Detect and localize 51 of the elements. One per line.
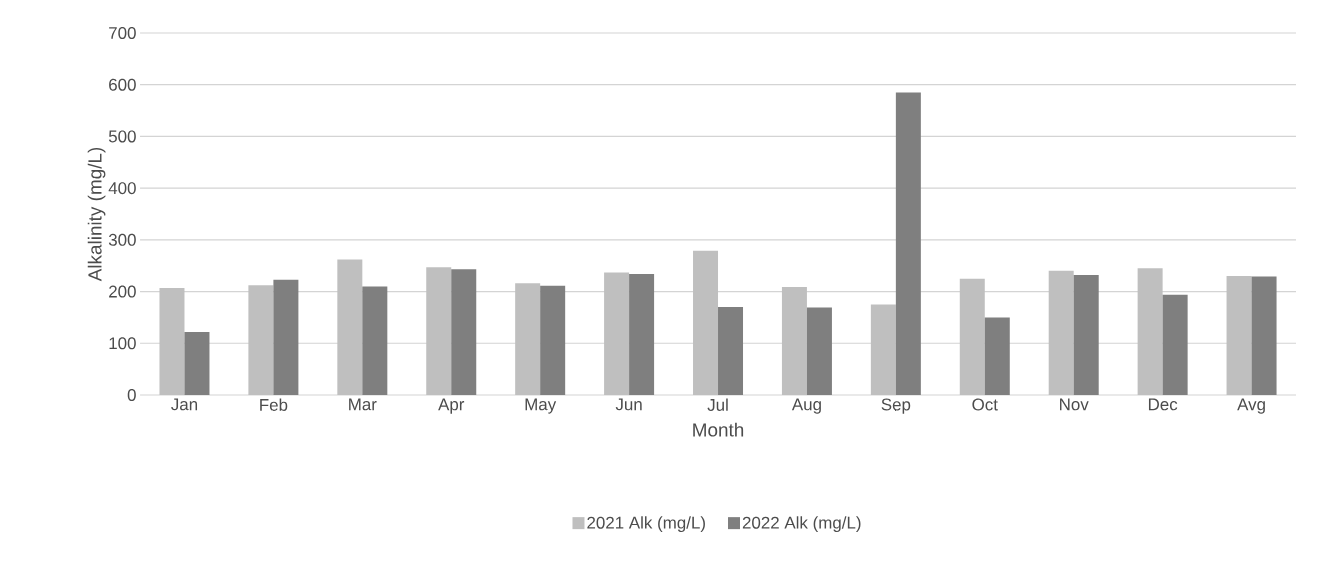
bar	[984, 317, 1010, 395]
x-tick-label: Oct	[972, 398, 998, 411]
bar	[806, 307, 832, 395]
bar	[515, 283, 541, 395]
x-tick-label: Sep	[881, 398, 911, 414]
bar	[718, 307, 744, 395]
x-tick-label: Aug	[791, 398, 821, 414]
bar	[337, 259, 363, 395]
x-tick-label: Dec	[1148, 398, 1178, 411]
x-tick-label: Mar	[349, 398, 377, 411]
bar	[604, 272, 630, 395]
y-tick-label: 200	[109, 285, 136, 298]
bar	[273, 279, 299, 395]
x-tick-label: May	[525, 398, 557, 414]
x-tick-label: Apr	[438, 398, 465, 414]
bar	[693, 250, 719, 395]
bar	[1048, 270, 1074, 395]
y-tick-label: 100	[109, 337, 136, 350]
bar	[1073, 275, 1099, 395]
bar	[1226, 276, 1252, 395]
bar	[1251, 276, 1277, 395]
bar	[248, 285, 274, 395]
bar	[540, 285, 566, 395]
bar	[1137, 268, 1163, 395]
bar	[184, 331, 210, 395]
y-tick-label: 500	[108, 130, 136, 143]
y-tick-label: 700	[109, 26, 136, 39]
bar	[870, 304, 896, 395]
x-axis-title: Month	[693, 422, 744, 437]
x-tick-label: Feb	[260, 398, 288, 411]
legend-label: 2021 Alk (mg/L)	[587, 516, 705, 533]
x-tick-label: Avg	[1237, 398, 1265, 414]
bar	[629, 273, 655, 395]
bar	[895, 92, 921, 395]
bar	[159, 287, 185, 395]
x-tick-label: Jun	[615, 398, 642, 411]
x-tick-label: Nov	[1060, 398, 1089, 411]
bar	[451, 269, 477, 395]
y-tick-label: 300	[108, 233, 136, 246]
y-tick-label: 600	[109, 78, 136, 91]
legend-label: 2022 Alk (mg/L)	[742, 516, 861, 533]
x-tick-label: Jul	[707, 398, 728, 411]
bar	[959, 278, 985, 395]
y-tick-label: 400	[108, 182, 136, 195]
bar	[1162, 294, 1188, 395]
bar	[362, 286, 388, 395]
y-tick-label: 0	[127, 388, 136, 401]
bar	[781, 286, 807, 395]
y-axis-title: Alkalinity (mg/L)	[87, 147, 106, 282]
bar	[426, 267, 452, 395]
x-tick-label: Jan	[171, 398, 198, 411]
